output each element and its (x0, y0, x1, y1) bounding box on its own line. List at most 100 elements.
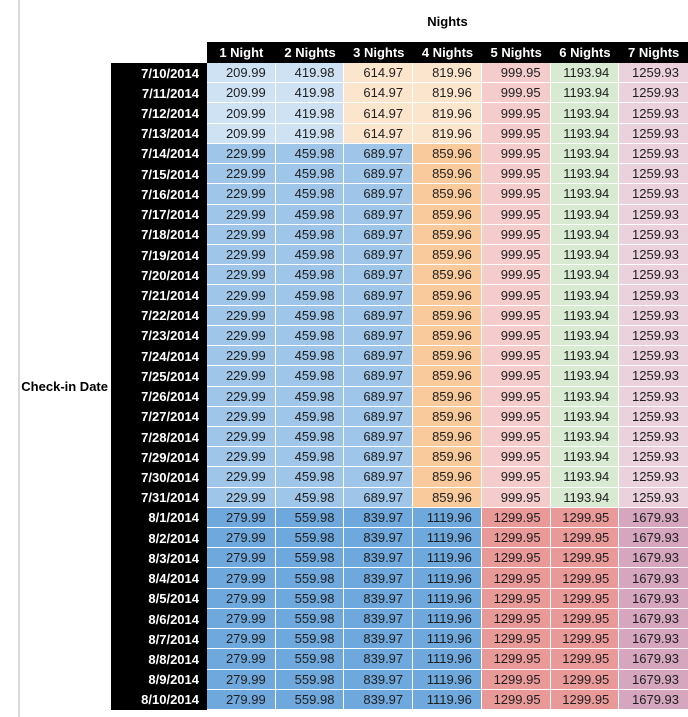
price-cell[interactable]: 459.98 (275, 224, 345, 245)
price-cell[interactable]: 279.99 (207, 588, 276, 609)
price-cell[interactable]: 999.95 (481, 346, 551, 367)
column-header-4-nights[interactable]: 4 Nights (421, 45, 474, 60)
price-cell[interactable]: 1193.94 (550, 426, 620, 448)
price-cell[interactable]: 1119.96 (413, 548, 482, 569)
price-cell[interactable]: 1299.95 (550, 507, 620, 529)
price-cell[interactable]: 999.95 (481, 285, 551, 306)
price-cell[interactable]: 229.99 (207, 285, 276, 306)
price-cell[interactable]: 819.96 (413, 63, 482, 84)
price-cell[interactable]: 459.98 (275, 386, 345, 407)
price-cell[interactable]: 614.97 (344, 103, 414, 124)
price-cell[interactable]: 1299.95 (550, 548, 620, 569)
price-cell[interactable]: 689.97 (344, 386, 414, 407)
price-cell[interactable]: 1119.96 (413, 568, 482, 589)
price-cell[interactable]: 1119.96 (413, 507, 482, 529)
price-cell[interactable]: 1679.93 (619, 608, 688, 630)
price-cell[interactable]: 1259.93 (619, 305, 688, 326)
price-cell[interactable]: 819.96 (413, 123, 482, 144)
price-cell[interactable]: 1679.93 (619, 548, 688, 569)
price-cell[interactable]: 859.96 (413, 285, 482, 306)
price-cell[interactable]: 839.97 (344, 689, 414, 710)
price-cell[interactable]: 1259.93 (619, 204, 688, 225)
row-header-date[interactable]: 7/22/2014 (141, 308, 199, 324)
price-cell[interactable]: 279.99 (207, 568, 276, 589)
column-header-3-nights[interactable]: 3 Nights (353, 45, 405, 60)
price-cell[interactable]: 209.99 (207, 83, 276, 104)
price-cell[interactable]: 1679.93 (619, 568, 688, 589)
row-header-date[interactable]: 8/9/2014 (148, 672, 199, 688)
price-cell[interactable]: 1193.94 (550, 63, 620, 84)
price-cell[interactable]: 559.98 (275, 669, 345, 690)
price-cell[interactable]: 1259.93 (619, 143, 688, 165)
row-header-date[interactable]: 7/15/2014 (141, 166, 199, 182)
row-header-date[interactable]: 7/14/2014 (141, 146, 199, 162)
price-cell[interactable]: 1679.93 (619, 507, 688, 529)
row-header-date[interactable]: 7/19/2014 (141, 247, 199, 263)
price-cell[interactable]: 999.95 (481, 143, 551, 165)
row-header-date[interactable]: 7/26/2014 (141, 389, 199, 405)
price-cell[interactable]: 999.95 (481, 204, 551, 225)
price-cell[interactable]: 209.99 (207, 63, 276, 84)
price-cell[interactable]: 689.97 (344, 366, 414, 387)
price-cell[interactable]: 559.98 (275, 649, 345, 670)
price-cell[interactable]: 999.95 (481, 447, 551, 468)
price-cell[interactable]: 1259.93 (619, 487, 688, 508)
price-cell[interactable]: 1299.95 (481, 608, 551, 630)
price-cell[interactable]: 839.97 (344, 669, 414, 690)
price-cell[interactable]: 1259.93 (619, 63, 688, 84)
price-cell[interactable]: 1259.93 (619, 123, 688, 144)
price-cell[interactable]: 689.97 (344, 325, 414, 347)
price-cell[interactable]: 559.98 (275, 689, 345, 710)
price-cell[interactable]: 689.97 (344, 406, 414, 427)
price-cell[interactable]: 1259.93 (619, 426, 688, 448)
price-cell[interactable]: 859.96 (413, 447, 482, 468)
price-cell[interactable]: 1193.94 (550, 123, 620, 144)
price-cell[interactable]: 1193.94 (550, 204, 620, 225)
price-cell[interactable]: 1193.94 (550, 346, 620, 367)
price-cell[interactable]: 1193.94 (550, 103, 620, 124)
price-cell[interactable]: 559.98 (275, 608, 345, 630)
price-cell[interactable]: 839.97 (344, 548, 414, 569)
price-cell[interactable]: 1299.95 (550, 649, 620, 670)
price-cell[interactable]: 279.99 (207, 629, 276, 650)
price-cell[interactable]: 1193.94 (550, 244, 620, 266)
price-cell[interactable]: 229.99 (207, 164, 276, 185)
price-cell[interactable]: 1193.94 (550, 386, 620, 407)
price-cell[interactable]: 229.99 (207, 265, 276, 286)
price-cell[interactable]: 279.99 (207, 507, 276, 529)
price-cell[interactable]: 859.96 (413, 366, 482, 387)
price-cell[interactable]: 1259.93 (619, 366, 688, 387)
price-cell[interactable]: 999.95 (481, 123, 551, 144)
price-cell[interactable]: 1299.95 (481, 568, 551, 589)
price-cell[interactable]: 229.99 (207, 346, 276, 367)
row-header-date[interactable]: 7/11/2014 (141, 85, 199, 101)
price-cell[interactable]: 859.96 (413, 244, 482, 266)
price-cell[interactable]: 1193.94 (550, 487, 620, 508)
price-cell[interactable]: 1259.93 (619, 265, 688, 286)
price-cell[interactable]: 459.98 (275, 346, 345, 367)
price-cell[interactable]: 1259.93 (619, 325, 688, 347)
price-cell[interactable]: 1679.93 (619, 629, 688, 650)
price-cell[interactable]: 689.97 (344, 447, 414, 468)
price-cell[interactable]: 859.96 (413, 406, 482, 427)
price-cell[interactable]: 839.97 (344, 568, 414, 589)
price-cell[interactable]: 689.97 (344, 265, 414, 286)
price-cell[interactable]: 1299.95 (550, 588, 620, 609)
row-header-date[interactable]: 7/17/2014 (141, 207, 199, 223)
row-header-date[interactable]: 8/5/2014 (148, 591, 199, 607)
price-cell[interactable]: 229.99 (207, 224, 276, 245)
row-header-date[interactable]: 8/10/2014 (141, 692, 199, 708)
price-cell[interactable]: 859.96 (413, 426, 482, 448)
price-cell[interactable]: 999.95 (481, 83, 551, 104)
price-cell[interactable]: 459.98 (275, 487, 345, 508)
price-cell[interactable]: 559.98 (275, 629, 345, 650)
price-cell[interactable]: 459.98 (275, 204, 345, 225)
price-cell[interactable]: 859.96 (413, 224, 482, 245)
price-cell[interactable]: 419.98 (275, 83, 345, 104)
price-cell[interactable]: 1259.93 (619, 406, 688, 427)
price-cell[interactable]: 839.97 (344, 588, 414, 609)
price-cell[interactable]: 839.97 (344, 629, 414, 650)
row-header-date[interactable]: 7/13/2014 (141, 126, 199, 142)
price-cell[interactable]: 999.95 (481, 487, 551, 508)
price-cell[interactable]: 1299.95 (550, 568, 620, 589)
